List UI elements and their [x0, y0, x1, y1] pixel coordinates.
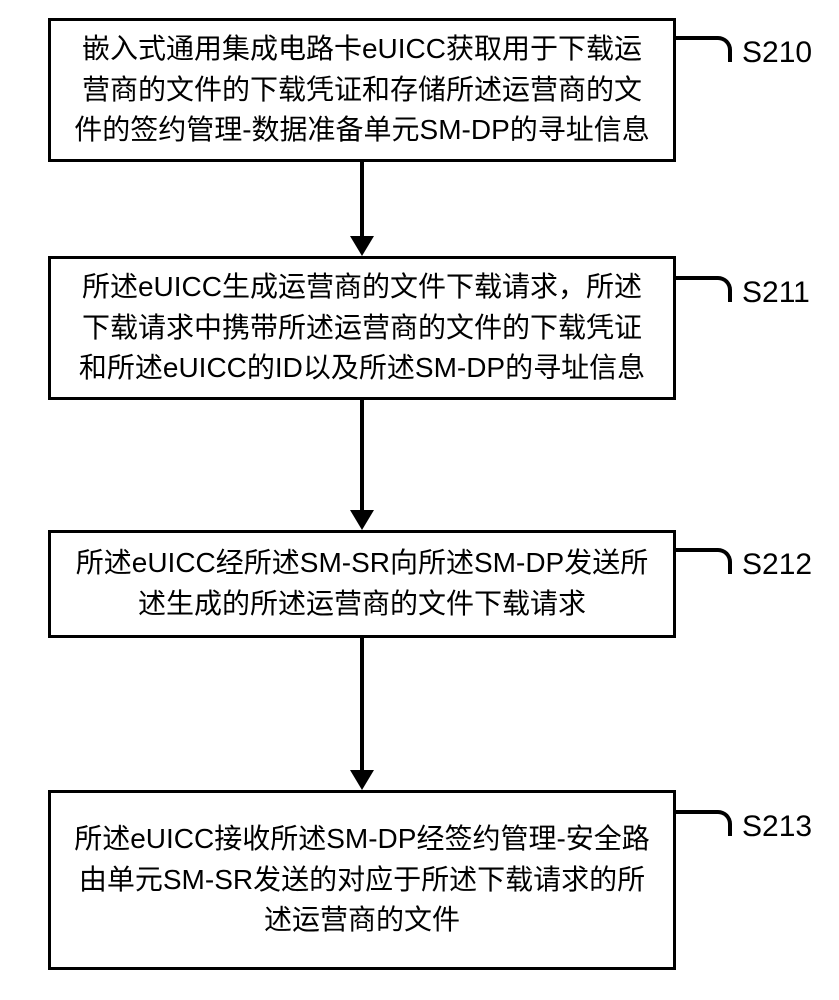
flow-box-text: 所述eUICC经所述SM-SR向所述SM-DP发送所述生成的所述运营商的文件下载… — [71, 543, 653, 624]
step-label-s212: S212 — [742, 548, 812, 582]
arrow-line-2 — [360, 400, 364, 510]
flow-box-text: 所述eUICC生成运营商的文件下载请求，所述下载请求中携带所述运营商的文件的下载… — [71, 267, 653, 389]
flow-box-text: 所述eUICC接收所述SM-DP经签约管理-安全路由单元SM-SR发送的对应于所… — [71, 819, 653, 941]
label-connector-s211 — [676, 276, 732, 302]
flowchart-container: 嵌入式通用集成电路卡eUICC获取用于下载运营商的文件的下载凭证和存储所述运营商… — [0, 0, 839, 1000]
flow-box-s210: 嵌入式通用集成电路卡eUICC获取用于下载运营商的文件的下载凭证和存储所述运营商… — [48, 18, 676, 162]
arrow-line-1 — [360, 162, 364, 236]
arrow-head-2 — [350, 510, 374, 530]
arrow-head-3 — [350, 770, 374, 790]
step-label-s211: S211 — [742, 276, 810, 310]
step-label-s213: S213 — [742, 810, 812, 844]
step-label-s210: S210 — [742, 36, 812, 70]
flow-box-s211: 所述eUICC生成运营商的文件下载请求，所述下载请求中携带所述运营商的文件的下载… — [48, 256, 676, 400]
arrow-head-1 — [350, 236, 374, 256]
flow-box-s212: 所述eUICC经所述SM-SR向所述SM-DP发送所述生成的所述运营商的文件下载… — [48, 530, 676, 638]
arrow-line-3 — [360, 638, 364, 770]
label-connector-s212 — [676, 548, 732, 574]
label-connector-s210 — [676, 36, 732, 62]
flow-box-s213: 所述eUICC接收所述SM-DP经签约管理-安全路由单元SM-SR发送的对应于所… — [48, 790, 676, 970]
label-connector-s213 — [676, 810, 732, 836]
flow-box-text: 嵌入式通用集成电路卡eUICC获取用于下载运营商的文件的下载凭证和存储所述运营商… — [71, 29, 653, 151]
